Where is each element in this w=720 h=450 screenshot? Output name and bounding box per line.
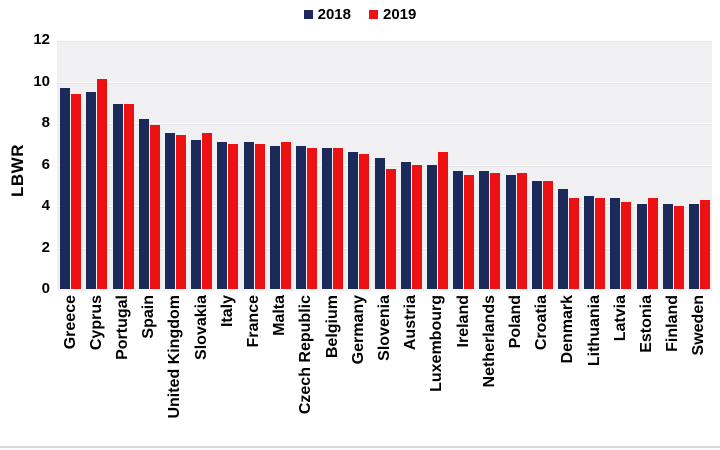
legend-swatch-2018 [303, 10, 313, 19]
legend-label-2018: 2018 [317, 6, 351, 23]
x-label-latvia: Latvia [611, 295, 629, 342]
bar-2018-malta [269, 145, 280, 289]
x-label-denmark: Denmark [559, 295, 577, 364]
bar-2019-poland [516, 172, 527, 289]
y-tick-2: 2 [41, 238, 50, 256]
bar-2019-luxembourg [438, 152, 448, 289]
x-label-belgium: Belgium [323, 295, 341, 359]
x-label-austria: Austria [402, 295, 420, 351]
x-label-luxembourg: Luxembourg [428, 295, 446, 392]
bar-2018-france [243, 141, 254, 289]
bar-2018-italy [217, 141, 228, 289]
bar-2018-spain [138, 118, 149, 289]
bar-2019-croatia [542, 181, 553, 289]
bar-2018-latvia [610, 197, 621, 289]
bar-2018-austria [400, 162, 411, 289]
bar-2018-sweden [689, 203, 699, 289]
x-label-ireland: Ireland [454, 295, 472, 348]
x-label-slovenia: Slovenia [376, 295, 393, 361]
bar-2019-estonia [647, 197, 658, 289]
legend-swatch-2019 [369, 10, 378, 19]
y-tick-4: 4 [41, 197, 50, 214]
x-label-cyprus: Cyprus [87, 295, 105, 351]
bar-2018-slovakia [191, 139, 202, 289]
x-label-finland: Finland [664, 295, 682, 352]
bar-2019-greece [71, 93, 82, 289]
gridline-0 [57, 289, 712, 290]
bar-2019-spain [149, 125, 160, 289]
x-label-sweden: Sweden [690, 295, 708, 356]
bar-2018-ireland [453, 170, 464, 289]
chart-legend: 2018 2019 [0, 6, 720, 23]
bar-2018-united-kingdom [165, 133, 175, 289]
bar-2019-sweden [700, 199, 710, 289]
x-label-croatia: Croatia [533, 295, 551, 351]
gridline-10 [57, 81, 712, 83]
x-label-estonia: Estonia [638, 295, 655, 353]
bar-2019-italy [228, 143, 239, 289]
y-tick-10: 10 [33, 72, 50, 90]
x-label-slovakia: Slovakia [192, 295, 210, 360]
bar-2018-estonia [636, 203, 647, 289]
bar-2019-ireland [464, 174, 475, 289]
bar-2019-czech-republic [307, 147, 317, 289]
bar-2018-belgium [322, 147, 333, 289]
x-label-malta: Malta [271, 295, 289, 336]
bar-2019-germany [359, 154, 370, 289]
bar-2019-france [254, 143, 265, 289]
y-tick-12: 12 [33, 31, 50, 48]
bar-2018-greece [60, 87, 71, 289]
figure-bottom-border [0, 446, 720, 448]
bar-2019-portugal [123, 104, 134, 289]
x-label-netherlands: Netherlands [480, 295, 498, 388]
x-label-united-kingdom: United Kingdom [166, 295, 184, 419]
legend-item-2019: 2019 [369, 6, 416, 23]
bar-2019-cyprus [97, 79, 108, 289]
legend-item-2018: 2018 [303, 6, 351, 23]
legend-label-2019: 2019 [383, 6, 417, 23]
bar-2018-portugal [112, 104, 123, 289]
bar-2018-netherlands [479, 170, 490, 289]
bar-2018-croatia [531, 181, 542, 289]
bar-2019-malta [280, 141, 291, 289]
gridline-12 [57, 40, 712, 41]
plot-area [57, 40, 712, 290]
bar-2019-austria [411, 164, 422, 289]
y-tick-8: 8 [41, 114, 50, 131]
bar-2018-lithuania [584, 195, 595, 289]
bar-2018-poland [505, 174, 516, 289]
bar-2019-netherlands [490, 172, 501, 289]
bar-2018-denmark [558, 189, 568, 289]
x-label-spain: Spain [140, 295, 158, 339]
bar-2018-slovenia [374, 158, 385, 289]
bar-2019-united-kingdom [176, 135, 186, 289]
bar-2018-germany [348, 152, 359, 289]
y-tick-6: 6 [41, 155, 50, 173]
bar-2019-slovakia [202, 133, 213, 289]
x-label-germany: Germany [349, 295, 367, 365]
x-label-czech-republic: Czech Republic [297, 295, 315, 415]
x-label-poland: Poland [507, 295, 524, 349]
bar-2019-latvia [621, 201, 632, 289]
y-tick-0: 0 [41, 280, 50, 297]
bar-2018-cyprus [86, 91, 97, 289]
x-label-france: France [245, 295, 262, 348]
bar-2018-finland [662, 203, 673, 289]
gridline-8 [57, 123, 712, 124]
x-label-lithuania: Lithuania [585, 295, 603, 367]
bar-2019-belgium [333, 147, 344, 289]
bar-2018-czech-republic [296, 145, 306, 289]
bar-2019-lithuania [595, 197, 606, 289]
bar-2019-slovenia [385, 168, 396, 289]
x-label-greece: Greece [61, 295, 79, 350]
x-label-italy: Italy [218, 295, 236, 328]
bar-2018-luxembourg [427, 164, 437, 289]
bar-2019-denmark [569, 197, 579, 289]
bar-2019-finland [673, 206, 684, 289]
x-label-portugal: Portugal [114, 295, 131, 360]
